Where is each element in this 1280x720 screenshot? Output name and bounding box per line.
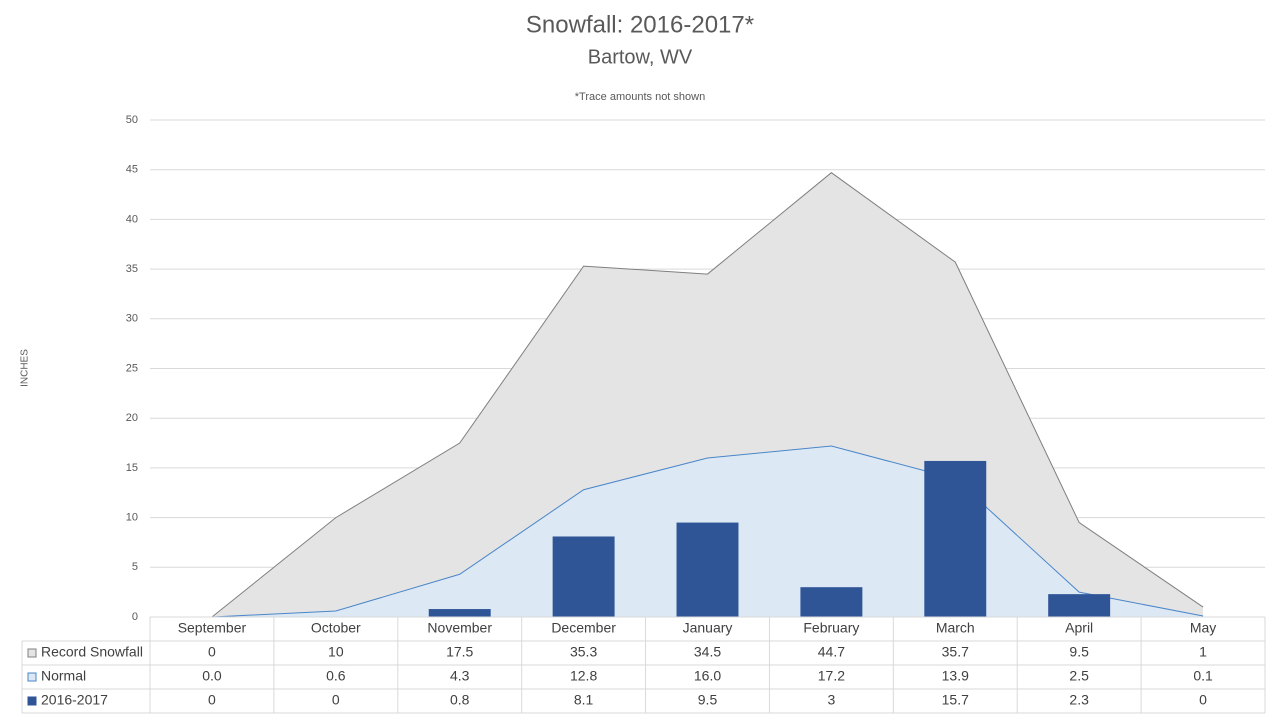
y-tick-label: 45	[126, 164, 138, 176]
table-cell: 0.0	[202, 668, 222, 684]
y-tick-label: 10	[126, 512, 138, 524]
table-cell: 0.1	[1193, 668, 1213, 684]
y-tick-label: 30	[126, 313, 138, 325]
y-tick-label: 50	[126, 114, 138, 126]
table-cell: 10	[328, 644, 344, 660]
area-line	[211, 445, 1204, 618]
x-tick-label: November	[427, 620, 492, 636]
bar	[1048, 594, 1111, 617]
chart-title: Snowfall: 2016-2017*	[526, 11, 754, 38]
table-cell: 8.1	[574, 692, 594, 708]
x-tick-label: December	[551, 620, 616, 636]
table-cell: 17.5	[446, 644, 473, 660]
legend-swatch	[27, 648, 37, 658]
y-tick-label: 35	[126, 263, 138, 275]
table-cell: 9.5	[698, 692, 718, 708]
table-cell: 44.7	[818, 644, 845, 660]
table-cell: 13.9	[942, 668, 969, 684]
area-line	[211, 172, 1204, 618]
table-cell: 15.7	[942, 692, 969, 708]
table-cell: 16.0	[694, 668, 721, 684]
table-cell: 35.7	[942, 644, 969, 660]
bar	[800, 587, 863, 617]
table-cell: 0	[208, 692, 216, 708]
table-cell: 9.5	[1069, 644, 1089, 660]
bar	[924, 460, 987, 617]
table-cell: 0	[332, 692, 340, 708]
y-tick-label: 20	[126, 412, 138, 424]
legend-swatch	[27, 696, 37, 706]
table-cell: 0.8	[450, 692, 470, 708]
x-tick-label: May	[1190, 620, 1216, 636]
bar	[552, 536, 615, 617]
chart-subtitle: Bartow, WV	[588, 46, 693, 68]
table-cell: 0.6	[326, 668, 346, 684]
y-axis-label: INCHES	[20, 349, 31, 387]
bar	[676, 522, 739, 617]
y-tick-label: 15	[126, 462, 138, 474]
x-tick-label: January	[683, 620, 733, 636]
y-tick-label: 40	[126, 213, 138, 225]
table-cell: 35.3	[570, 644, 597, 660]
x-tick-label: February	[803, 620, 859, 636]
y-tick-label: 5	[132, 561, 138, 573]
y-tick-label: 0	[132, 611, 138, 623]
bar	[428, 609, 491, 617]
x-tick-label: October	[311, 620, 361, 636]
legend-label: 2016-2017	[41, 692, 108, 708]
x-tick-label: March	[936, 620, 975, 636]
x-tick-label: September	[178, 620, 247, 636]
table-cell: 3	[827, 692, 835, 708]
table-cell: 4.3	[450, 668, 470, 684]
table-cell: 12.8	[570, 668, 597, 684]
table-cell: 0	[208, 644, 216, 660]
legend-label: Record Snowfall	[41, 644, 143, 660]
table-cell: 17.2	[818, 668, 845, 684]
annotation: *Trace amounts not shown	[575, 91, 705, 103]
table-cell: 1	[1199, 644, 1207, 660]
table-cell: 2.5	[1069, 668, 1089, 684]
legend-swatch	[27, 672, 37, 682]
x-tick-label: April	[1065, 620, 1093, 636]
table-cell: 0	[1199, 692, 1207, 708]
legend-label: Normal	[41, 668, 86, 684]
table-cell: 2.3	[1069, 692, 1089, 708]
y-tick-label: 25	[126, 362, 138, 374]
table-cell: 34.5	[694, 644, 721, 660]
